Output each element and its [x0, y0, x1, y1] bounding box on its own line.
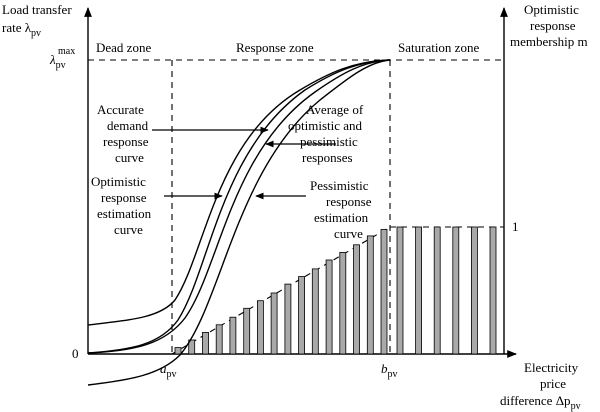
svg-text:optimistic and: optimistic and [288, 118, 363, 133]
b-pv-label: bpv [381, 361, 398, 380]
x-label-line1: Electricity [524, 360, 579, 375]
a-pv-label: apv [160, 361, 177, 380]
svg-text:response: response [101, 190, 147, 205]
svg-text:curve: curve [115, 150, 144, 165]
membership-bar-saturation [415, 226, 423, 355]
svg-text:Accurate: Accurate [97, 102, 144, 117]
membership-bar-saturation [489, 226, 497, 355]
lambda-max-superscript: max [58, 46, 75, 57]
svg-text:curve: curve [334, 226, 363, 241]
svg-text:estimation: estimation [97, 206, 152, 221]
membership-bar [339, 251, 347, 355]
membership-bar [298, 276, 306, 355]
pessimistic-annotation: Pessimistic response estimation curve [310, 178, 372, 241]
svg-text:pessimistic: pessimistic [300, 134, 358, 149]
x-label-line3: difference Δppv [500, 393, 581, 412]
svg-text:Pessimistic: Pessimistic [310, 178, 369, 193]
membership-bar-saturation [433, 226, 441, 355]
right-y-label-line1: Optimistic [524, 2, 579, 17]
pessimistic-curve [87, 59, 391, 386]
optimistic-annotation: Optimistic response estimation curve [91, 174, 152, 237]
membership-bar [188, 339, 196, 355]
accurate-curve [87, 59, 391, 354]
membership-bar [353, 244, 360, 355]
membership-bar [366, 235, 374, 355]
average-annotation: Average of optimistic and pessimistic re… [288, 102, 364, 165]
membership-bar [311, 268, 319, 355]
membership-bar [215, 324, 223, 355]
left-y-label-line1: Load transfer [2, 2, 72, 17]
membership-bars [174, 226, 497, 355]
svg-text:responses: responses [302, 150, 353, 165]
svg-text:Optimistic: Optimistic [91, 174, 146, 189]
svg-text:demand: demand [107, 118, 149, 133]
response-zone-label: Response zone [236, 40, 314, 55]
average-curve [87, 59, 391, 354]
zero-label: 0 [72, 346, 79, 361]
membership-bar [256, 300, 264, 355]
membership-bar [243, 307, 251, 355]
accurate-annotation: Accurate demand response curve [97, 102, 149, 165]
membership-one-label: 1 [512, 219, 519, 234]
membership-bar-saturation [396, 226, 404, 355]
membership-bar [174, 347, 182, 355]
membership-bar-saturation [452, 226, 460, 355]
membership-bar [380, 229, 388, 355]
svg-text:Average of: Average of [306, 102, 364, 117]
right-y-label-line2: response [530, 18, 576, 33]
membership-bar [284, 283, 292, 355]
svg-text:response: response [103, 134, 149, 149]
membership-bar [202, 331, 209, 355]
membership-bar [325, 259, 333, 355]
membership-bar-saturation [470, 226, 478, 355]
left-y-label-line2: rate λpv [2, 20, 41, 39]
svg-text:curve: curve [114, 222, 143, 237]
svg-text:response: response [326, 194, 372, 209]
x-label-line2: price [540, 376, 566, 391]
saturation-zone-label: Saturation zone [398, 40, 479, 55]
right-y-label-line3: membership m [510, 34, 588, 49]
svg-text:estimation: estimation [314, 210, 369, 225]
membership-bar [270, 292, 278, 355]
membership-bar [229, 316, 237, 355]
dead-zone-label: Dead zone [96, 40, 151, 55]
lambda-max-label: λpv [49, 52, 66, 71]
